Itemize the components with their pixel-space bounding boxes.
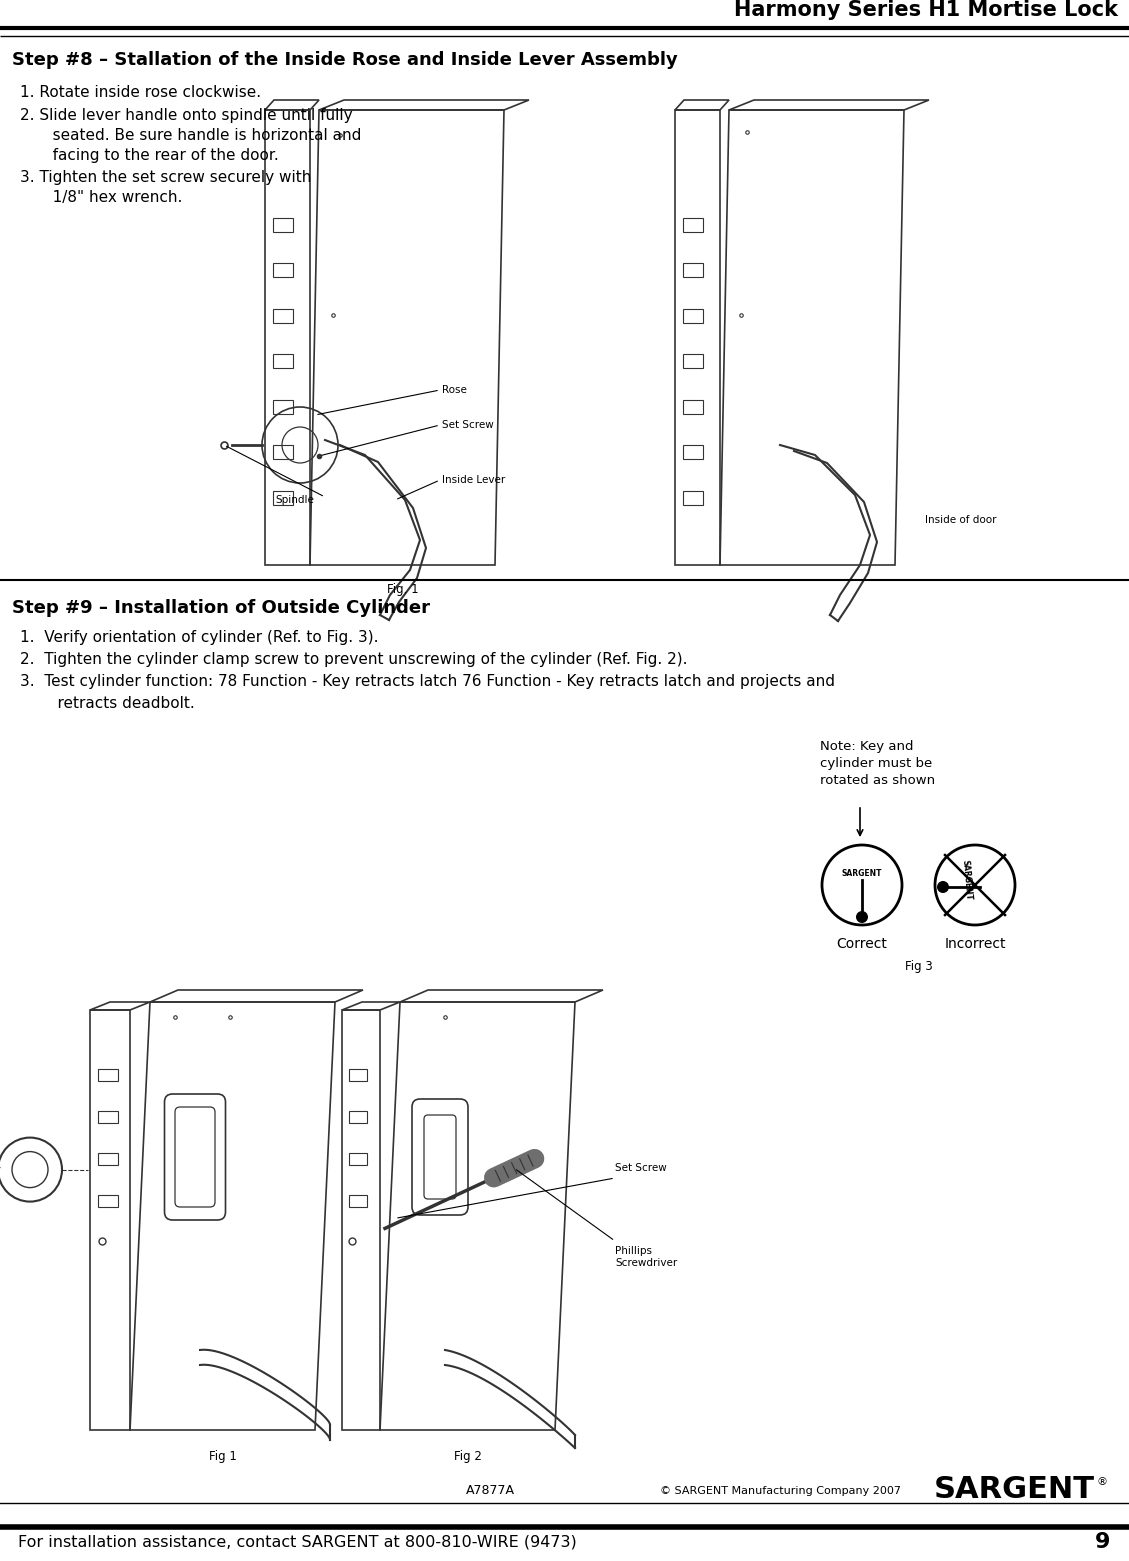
Bar xyxy=(683,490,703,504)
Text: Spindle: Spindle xyxy=(275,495,314,506)
Bar xyxy=(349,1196,367,1207)
Bar xyxy=(273,217,294,231)
Bar xyxy=(273,400,294,414)
Text: Inside Lever: Inside Lever xyxy=(441,475,506,485)
Text: Rose: Rose xyxy=(441,386,467,395)
Text: Correct: Correct xyxy=(837,937,887,951)
Text: 1.  Verify orientation of cylinder (Ref. to Fig. 3).: 1. Verify orientation of cylinder (Ref. … xyxy=(20,631,378,645)
Text: 2.  Tighten the cylinder clamp screw to prevent unscrewing of the cylinder (Ref.: 2. Tighten the cylinder clamp screw to p… xyxy=(20,652,688,667)
Text: Set Screw: Set Screw xyxy=(615,1163,667,1172)
Text: Inside of door: Inside of door xyxy=(925,515,997,524)
Bar xyxy=(683,309,703,323)
Text: SARGENT: SARGENT xyxy=(934,1475,1095,1503)
Bar xyxy=(98,1069,119,1082)
Bar xyxy=(98,1154,119,1165)
Text: seated. Be sure handle is horizontal and: seated. Be sure handle is horizontal and xyxy=(38,128,361,144)
Text: Note: Key and
cylinder must be
rotated as shown: Note: Key and cylinder must be rotated a… xyxy=(820,740,935,787)
Bar xyxy=(683,354,703,368)
Text: ®: ® xyxy=(1097,1477,1108,1488)
Text: retracts deadbolt.: retracts deadbolt. xyxy=(38,696,194,710)
Text: 1. Rotate inside rose clockwise.: 1. Rotate inside rose clockwise. xyxy=(20,84,261,100)
Text: SARGENT: SARGENT xyxy=(961,860,973,901)
Bar xyxy=(349,1154,367,1165)
Bar xyxy=(273,264,294,278)
Bar xyxy=(683,445,703,459)
Bar xyxy=(273,354,294,368)
Text: 3. Tighten the set screw securely with: 3. Tighten the set screw securely with xyxy=(20,170,312,186)
Text: 1/8" hex wrench.: 1/8" hex wrench. xyxy=(38,190,183,204)
Text: A7877A: A7877A xyxy=(465,1485,515,1497)
Bar xyxy=(273,445,294,459)
Bar xyxy=(273,309,294,323)
Text: For installation assistance, contact SARGENT at 800-810-WIRE (9473): For installation assistance, contact SAR… xyxy=(18,1534,577,1550)
Bar xyxy=(98,1111,119,1122)
Text: Fig 2: Fig 2 xyxy=(454,1450,481,1463)
Text: 2. Slide lever handle onto spindle until fully: 2. Slide lever handle onto spindle until… xyxy=(20,108,352,123)
Circle shape xyxy=(937,880,949,893)
Text: Step #9 – Installation of Outside Cylinder: Step #9 – Installation of Outside Cylind… xyxy=(12,599,430,617)
Text: Fig 1: Fig 1 xyxy=(209,1450,236,1463)
Circle shape xyxy=(856,912,868,923)
Bar xyxy=(98,1196,119,1207)
Text: 3.  Test cylinder function: 78 Function - Key retracts latch 76 Function - Key r: 3. Test cylinder function: 78 Function -… xyxy=(20,674,835,688)
Text: Incorrect: Incorrect xyxy=(944,937,1006,951)
Text: SARGENT: SARGENT xyxy=(842,868,882,877)
Bar xyxy=(683,217,703,231)
Text: facing to the rear of the door.: facing to the rear of the door. xyxy=(38,148,279,162)
Text: Fig 3: Fig 3 xyxy=(904,960,933,973)
Bar xyxy=(683,400,703,414)
Bar xyxy=(683,264,703,278)
Text: Step #8 – Stallation of the Inside Rose and Inside Lever Assembly: Step #8 – Stallation of the Inside Rose … xyxy=(12,52,677,69)
Bar xyxy=(273,490,294,504)
Text: Harmony Series H1 Mortise Lock: Harmony Series H1 Mortise Lock xyxy=(734,0,1118,20)
Text: 9: 9 xyxy=(1095,1531,1110,1552)
Text: Phillips
Screwdriver: Phillips Screwdriver xyxy=(615,1246,677,1269)
Text: Set Screw: Set Screw xyxy=(441,420,493,429)
Text: © SARGENT Manufacturing Company 2007: © SARGENT Manufacturing Company 2007 xyxy=(660,1486,901,1495)
Text: Fig. 1: Fig. 1 xyxy=(387,582,419,596)
Bar xyxy=(349,1069,367,1082)
Bar xyxy=(349,1111,367,1122)
